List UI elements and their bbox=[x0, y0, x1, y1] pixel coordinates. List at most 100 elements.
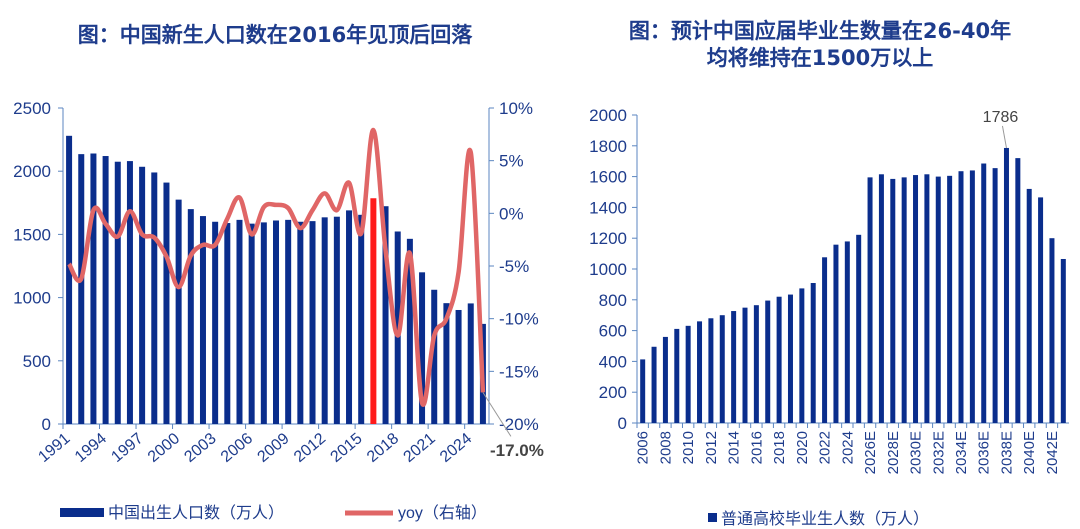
x-tick-label: 2024 bbox=[839, 431, 856, 464]
bar bbox=[321, 217, 328, 424]
bar bbox=[139, 166, 146, 424]
bar bbox=[309, 221, 316, 424]
x-tick-label: 2028E bbox=[885, 431, 902, 474]
x-tick-label: 2021 bbox=[401, 430, 439, 466]
x-tick-label: 1997 bbox=[108, 430, 146, 466]
y-tick-label: 2500 bbox=[13, 99, 51, 118]
bar bbox=[419, 272, 426, 424]
x-tick-label: 2003 bbox=[181, 430, 219, 466]
bar bbox=[212, 221, 219, 424]
x-tick-label: 2010 bbox=[680, 431, 697, 464]
bar bbox=[810, 283, 816, 423]
bar bbox=[890, 178, 896, 423]
bar bbox=[640, 359, 646, 423]
bar bbox=[443, 303, 450, 424]
x-tick-label: 2024 bbox=[437, 430, 475, 466]
y-tick-label: 1800 bbox=[589, 137, 627, 156]
bar bbox=[163, 182, 170, 424]
x-tick-label: 2000 bbox=[145, 430, 183, 466]
bar bbox=[935, 176, 941, 423]
x-tick-label: 2009 bbox=[254, 430, 292, 466]
bar bbox=[901, 177, 907, 423]
bar bbox=[992, 168, 998, 423]
y-tick-label: 2000 bbox=[13, 162, 51, 181]
y2-tick-label: 10% bbox=[499, 99, 533, 118]
yoy-line bbox=[67, 127, 486, 408]
bar bbox=[981, 163, 987, 423]
x-tick-label: 2016 bbox=[748, 431, 765, 464]
y-tick-label: 1200 bbox=[589, 229, 627, 248]
x-tick-label: 2018 bbox=[364, 430, 402, 466]
bar bbox=[1015, 158, 1021, 423]
bar bbox=[878, 174, 884, 423]
legend-label: 普通高校毕业生人数（万人） bbox=[721, 510, 929, 528]
annotation-leader bbox=[482, 392, 512, 437]
bar bbox=[833, 244, 839, 423]
bar bbox=[844, 241, 850, 423]
bar bbox=[1003, 147, 1009, 423]
legend-swatch bbox=[708, 513, 717, 522]
x-tick-label: 2020 bbox=[794, 431, 811, 464]
bar bbox=[1060, 258, 1066, 423]
x-tick-label: 2022 bbox=[817, 431, 834, 464]
y-tick-label: 1500 bbox=[13, 225, 51, 244]
right-chart-title: 图：预计中国应届毕业生数量在26-40年 均将维持在1500万以上 bbox=[570, 18, 1070, 72]
bar bbox=[431, 289, 438, 424]
bar bbox=[297, 221, 304, 424]
bar bbox=[924, 174, 930, 423]
y2-tick-label: -10% bbox=[499, 310, 539, 329]
bar bbox=[467, 303, 474, 424]
bar bbox=[455, 309, 462, 424]
bar bbox=[742, 307, 748, 423]
x-tick-label: 2018 bbox=[771, 431, 788, 464]
x-tick-label: 2008 bbox=[657, 431, 674, 464]
bar bbox=[1049, 238, 1055, 423]
x-tick-label: 2012 bbox=[703, 431, 720, 464]
legend-line-label: yoy（右轴） bbox=[398, 504, 487, 522]
bar bbox=[719, 315, 725, 423]
x-tick-label: 2012 bbox=[291, 430, 329, 466]
annotation-label: -17.0% bbox=[490, 441, 544, 460]
bar bbox=[346, 210, 353, 424]
legend-bar-label: 中国出生人口数（万人） bbox=[108, 504, 284, 522]
bar bbox=[224, 223, 231, 424]
y-tick-label: 0 bbox=[42, 415, 51, 434]
x-tick-label: 2030E bbox=[908, 431, 925, 474]
bar bbox=[66, 135, 73, 425]
bar bbox=[765, 300, 771, 423]
x-tick-label: 2038E bbox=[998, 431, 1015, 474]
x-tick-label: 2026E bbox=[862, 431, 879, 474]
bar bbox=[199, 216, 206, 424]
x-tick-label: 2040E bbox=[1021, 431, 1038, 474]
x-tick-label: 2036E bbox=[976, 431, 993, 474]
bar-highlight bbox=[370, 198, 377, 424]
bar bbox=[674, 328, 680, 423]
bar bbox=[958, 171, 964, 423]
bar bbox=[187, 209, 194, 424]
x-tick-label: 2015 bbox=[327, 430, 365, 466]
bar bbox=[273, 220, 279, 424]
right-title-line1: 图：预计中国应届毕业生数量在26-40年 bbox=[628, 19, 1012, 43]
left-chart-title: 图：中国新生人口数在2016年见顶后回落 bbox=[77, 23, 473, 47]
bar bbox=[776, 296, 782, 423]
x-tick-label: 2042E bbox=[1044, 431, 1061, 474]
y2-tick-label: -20% bbox=[499, 415, 539, 434]
bar bbox=[662, 336, 668, 423]
bar bbox=[151, 172, 158, 424]
bar bbox=[90, 153, 97, 424]
bar bbox=[248, 223, 255, 424]
bar bbox=[867, 177, 873, 423]
y-tick-label: 200 bbox=[599, 383, 627, 402]
y-tick-label: 400 bbox=[599, 352, 627, 371]
bar bbox=[333, 216, 340, 424]
y-tick-label: 0 bbox=[618, 414, 627, 433]
annotation-label: 1786 bbox=[983, 109, 1019, 126]
bar bbox=[236, 219, 243, 424]
x-tick-label: 2006 bbox=[218, 430, 256, 466]
bar bbox=[822, 257, 828, 423]
y-tick-label: 800 bbox=[599, 291, 627, 310]
legend-bar-swatch bbox=[60, 508, 104, 517]
bar bbox=[114, 161, 121, 424]
